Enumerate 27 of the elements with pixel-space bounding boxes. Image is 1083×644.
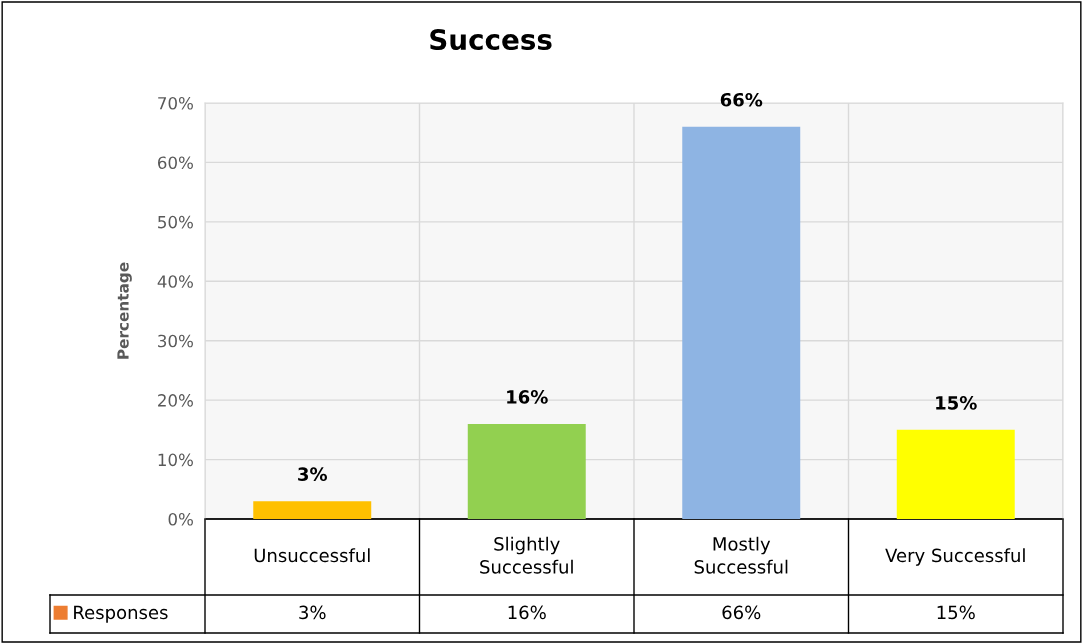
bar: [682, 126, 801, 519]
x-tick-label: Mostly Successful: [694, 536, 788, 574]
text: 15%: [936, 396, 977, 410]
text: 3%: [298, 467, 327, 482]
x-tick-label: Unsuccessful: [254, 548, 370, 563]
y-tick-label: 20%: [158, 394, 193, 407]
x-tick-label: Slightly Successful: [480, 536, 573, 574]
data-label: 15%: [937, 605, 975, 620]
y-tick-label: 0%: [168, 512, 193, 526]
bar: [467, 423, 586, 519]
y-tick-label: 10%: [158, 453, 193, 467]
y-tick-label: 50%: [158, 215, 193, 229]
text: 66%: [720, 92, 763, 107]
y-axis-title: Percentage: [117, 262, 132, 359]
y-tick-label: 40%: [157, 275, 193, 288]
y-tick-label: 30%: [158, 334, 193, 348]
y-tick-label: 60%: [158, 156, 193, 169]
chart-title: Success: [430, 29, 552, 51]
data-label: 3%: [299, 605, 326, 620]
text: 16%: [507, 390, 548, 404]
bar: [896, 429, 1015, 519]
data-label: 16%: [508, 605, 546, 620]
data-label: 66%: [722, 605, 761, 620]
text: Responses: [74, 605, 168, 623]
x-tick-label: Very Successful: [885, 548, 1025, 566]
bar: [253, 501, 372, 519]
y-tick-label: 70%: [158, 96, 193, 110]
